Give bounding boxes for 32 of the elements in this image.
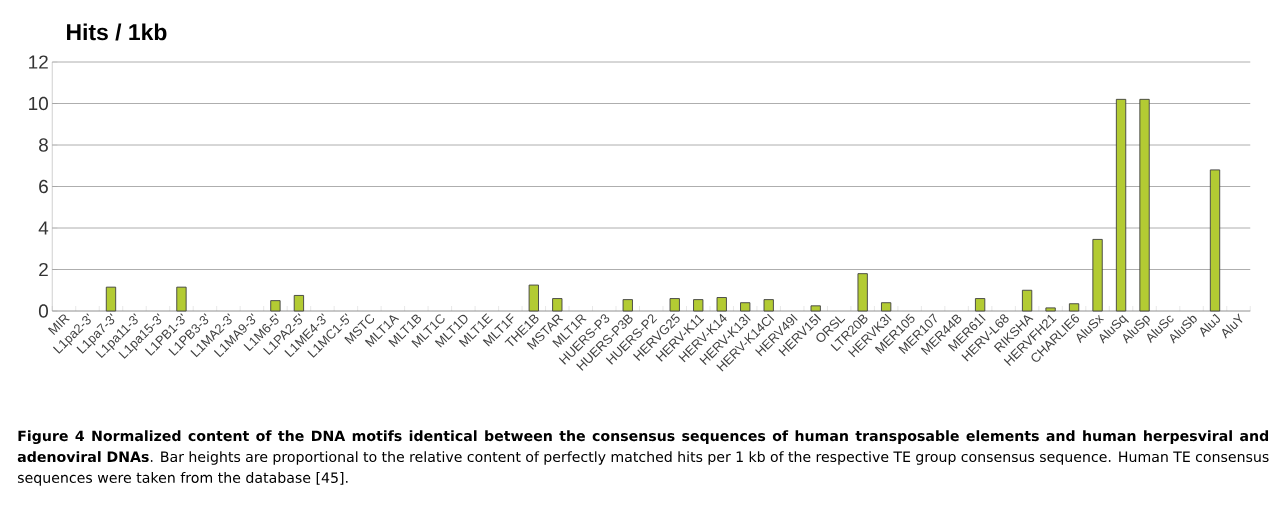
bar [1139,98,1150,312]
bar [293,294,305,312]
y-tick-label: 0 [38,304,48,318]
bar [1021,289,1033,312]
bar [857,273,868,312]
text: Figure 4 Normalized content of the DNA motifs identical between the consensus sequences of human transposable elements and human herpesviral and adenoviral DNAs. Bar heights are proportional to the relative content of perfectly matched hits per 1 kb of the respective TE group consensus sequence. Human TE consensus sequences were taken from the database [45]. [17,430,1269,486]
y-tick-label: 4 [38,221,49,235]
bar [716,297,727,312]
y-tick-label: 10 [29,96,48,111]
bar [528,284,539,312]
bar [881,302,892,312]
bar [740,302,751,312]
bar [974,298,986,312]
bar [1115,98,1127,312]
y-tick-label: 12 [29,55,48,69]
bar [1045,307,1056,312]
bar [763,299,774,312]
y-tick-label: 8 [39,138,48,152]
y-tick-label: 6 [39,179,48,194]
bar [1092,238,1103,312]
bar [693,299,704,312]
bar [810,305,821,312]
chart-title: Hits / 1kb [67,23,167,41]
y-tick-label: 2 [39,262,48,277]
bar [552,298,563,312]
bar [1068,303,1080,312]
bar [669,298,680,312]
bar [1209,169,1221,312]
bar [105,286,117,312]
bar [622,299,633,312]
bar [270,300,281,312]
bar [176,286,187,312]
